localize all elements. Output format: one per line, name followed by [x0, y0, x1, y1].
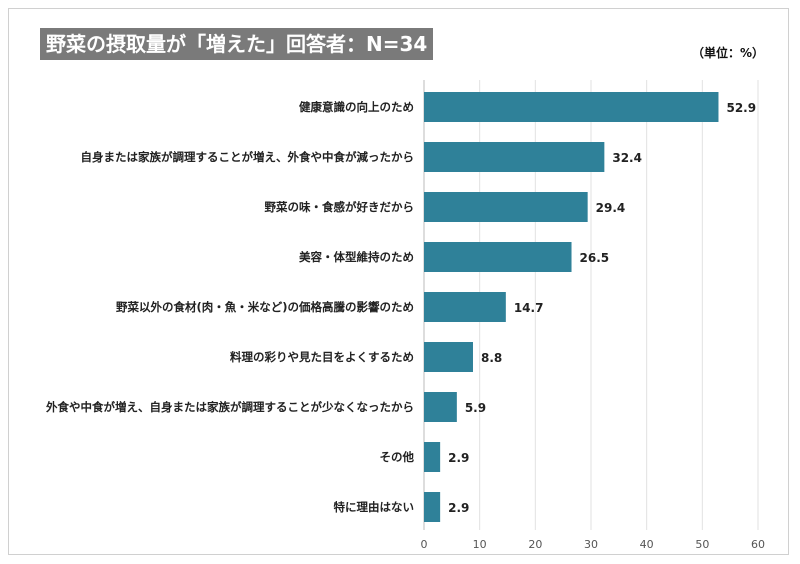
data-label: 2.9: [448, 501, 469, 515]
chart-frame: [8, 8, 789, 555]
data-label: 52.9: [726, 101, 756, 115]
bar: [424, 142, 605, 172]
data-label: 29.4: [596, 201, 626, 215]
bar: [424, 292, 506, 322]
bar: [424, 492, 441, 522]
category-label: その他: [380, 450, 415, 464]
bar: [424, 392, 457, 422]
x-tick-label: 50: [695, 538, 709, 551]
data-label: 8.8: [481, 351, 502, 365]
data-label: 14.7: [514, 301, 544, 315]
category-label: 美容・体型維持のため: [299, 250, 414, 264]
x-tick-label: 10: [473, 538, 487, 551]
data-label: 26.5: [580, 251, 610, 265]
x-tick-label: 40: [640, 538, 654, 551]
bar: [424, 342, 473, 372]
x-tick-label: 0: [421, 538, 428, 551]
chart-title: 野菜の摂取量が「増えた」回答者：N=34: [40, 28, 434, 60]
data-label: 32.4: [612, 151, 642, 165]
data-label: 5.9: [465, 401, 486, 415]
x-tick-label: 30: [584, 538, 598, 551]
unit-label: （単位：%）: [691, 46, 764, 60]
bar: [424, 442, 441, 472]
category-label: 健康意識の向上のため: [299, 100, 414, 114]
bar: [424, 242, 572, 272]
category-label: 特に理由はない: [334, 500, 415, 514]
category-label: 料理の彩りや見た目をよくするため: [230, 350, 414, 364]
category-label: 自身または家族が調理することが増え、外食や中食が減ったから: [81, 150, 415, 164]
data-label: 2.9: [448, 451, 469, 465]
bar: [424, 92, 719, 122]
category-label: 野菜以外の食材(肉・魚・米など)の価格高騰の影響のため: [116, 300, 414, 314]
bar: [424, 192, 588, 222]
category-label: 野菜の味・食感が好きだから: [265, 200, 415, 214]
category-label: 外食や中食が増え、自身または家族が調理することが少なくなったから: [45, 400, 414, 414]
x-tick-label: 20: [528, 538, 542, 551]
x-tick-label: 60: [751, 538, 765, 551]
